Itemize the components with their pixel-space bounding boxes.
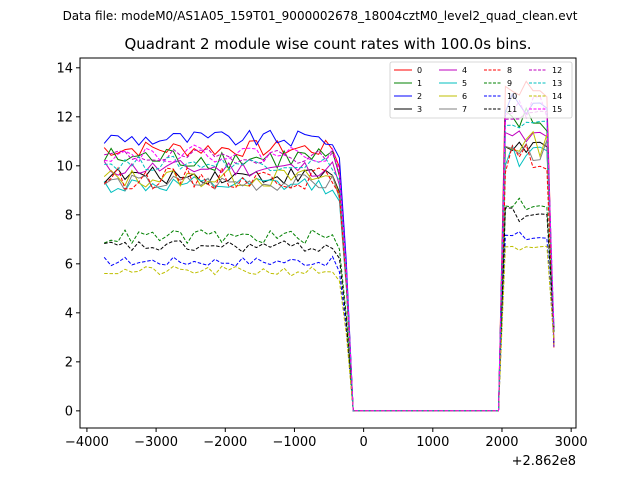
y-tick-label: 4 [65,306,73,321]
legend-label-9: 9 [507,79,512,88]
legend-label-0: 0 [417,66,422,75]
x-tick-label: 3000 [555,435,588,450]
x-tick-label: −2000 [203,435,247,450]
legend-label-5: 5 [462,79,467,88]
chart-title: Quadrant 2 module wise count rates with … [124,35,531,53]
y-tick-label: 6 [65,257,73,272]
legend-label-1: 1 [417,79,422,88]
y-tick-label: 12 [56,110,73,125]
legend-label-6: 6 [462,92,467,101]
legend-label-12: 12 [552,66,562,75]
x-tick-label: −1000 [272,435,316,450]
series-layer [103,80,555,412]
legend-label-10: 10 [507,92,517,101]
legend-label-3: 3 [417,105,422,114]
legend-label-15: 15 [552,105,562,114]
y-tick-label: 2 [65,355,73,370]
y-axis: 0 2 4 6 8 10 12 14 [56,61,80,419]
y-tick-label: 14 [56,61,73,76]
legend-label-4: 4 [462,66,467,75]
x-tick-label: 0 [359,435,367,450]
axes-frame [79,57,577,429]
plot-area [79,57,577,429]
suptitle: Data file: modeM0/AS1A05_159T01_90000026… [63,9,578,23]
x-tick-label: 2000 [485,435,518,450]
x-axis: −4000 −3000 −2000 −1000 0 1000 2000 3000 [65,428,588,450]
legend-box [389,61,573,119]
y-tick-label: 8 [65,208,73,223]
legend-label-11: 11 [507,105,517,114]
series-line-15 [104,95,555,412]
legend-label-8: 8 [507,66,512,75]
legend-label-7: 7 [462,105,467,114]
x-tick-label: −3000 [134,435,178,450]
x-tick-label: 1000 [416,435,449,450]
legend-label-14: 14 [552,92,562,101]
y-tick-label: 10 [56,159,73,174]
legend-label-2: 2 [417,92,422,101]
legend-label-13: 13 [552,79,562,88]
x-tick-label: −4000 [65,435,109,450]
x-offset-label: +2.862e8 [512,454,576,469]
y-tick-label: 0 [65,404,73,419]
